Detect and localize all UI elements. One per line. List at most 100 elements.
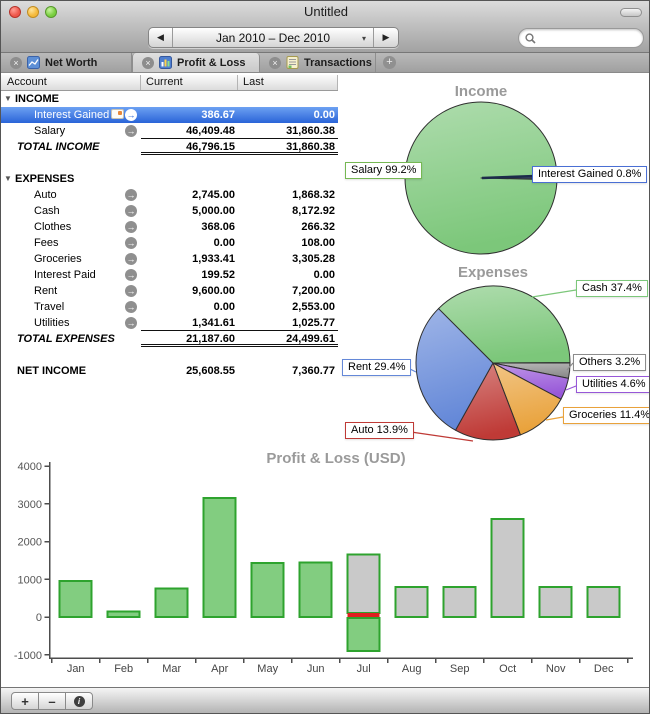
last-value: 2,553.00 xyxy=(292,301,335,313)
titlebar: Untitled xyxy=(1,1,649,23)
account-row[interactable]: Utilities → 1,341.61 1,025.77 xyxy=(1,315,338,331)
toolbar: ◀ Jan 2010 – Dec 2010 ▾ ▶ xyxy=(1,23,649,53)
tab-profit-loss[interactable]: × Profit & Loss xyxy=(132,53,260,72)
zoom-window-button[interactable] xyxy=(45,6,57,18)
account-row[interactable]: Interest Paid → 199.52 0.00 xyxy=(1,267,338,283)
pie-label-interest-gained: Interest Gained 0.8% xyxy=(532,166,648,183)
disclosure-triangle-icon[interactable]: ▼ xyxy=(4,94,12,103)
account-row[interactable]: Clothes → 368.06 266.32 xyxy=(1,219,338,235)
close-tab-icon[interactable]: × xyxy=(142,56,154,69)
last-value: 8,172.92 xyxy=(292,205,335,217)
account-row[interactable]: Fees → 0.00 108.00 xyxy=(1,235,338,251)
info-icon: i xyxy=(73,695,85,707)
account-row[interactable]: Interest Gained → 386.67 0.00 xyxy=(1,107,338,123)
tab-label: Net Worth xyxy=(45,56,98,69)
tab-label: Profit & Loss xyxy=(177,56,246,69)
date-range-selector[interactable]: Jan 2010 – Dec 2010 ▾ xyxy=(173,28,373,47)
svg-text:Feb: Feb xyxy=(114,663,133,675)
current-value: 2,745.00 xyxy=(192,189,235,201)
svg-text:Apr: Apr xyxy=(211,663,228,675)
chevron-down-icon: ▾ xyxy=(361,34,366,43)
last-value xyxy=(238,171,338,187)
drilldown-arrow-button[interactable]: → xyxy=(125,237,137,249)
prev-period-button[interactable]: ◀ xyxy=(149,28,173,47)
pie-label-cash: Cash 37.4% xyxy=(576,280,648,297)
account-badge-icon xyxy=(111,109,125,120)
account-label: INCOME xyxy=(15,93,59,105)
date-range-label: Jan 2010 – Dec 2010 xyxy=(215,30,331,45)
info-button[interactable]: i xyxy=(65,692,93,710)
disclosure-triangle-icon[interactable]: ▼ xyxy=(4,174,12,183)
search-icon xyxy=(525,32,536,44)
current-value: 9,600.00 xyxy=(192,285,235,297)
close-tab-icon[interactable]: × xyxy=(269,56,281,69)
account-label: Groceries xyxy=(34,253,82,265)
svg-text:-1000: -1000 xyxy=(14,650,42,662)
svg-text:Nov: Nov xyxy=(546,663,566,675)
next-period-button[interactable]: ▶ xyxy=(373,28,398,47)
minimize-window-button[interactable] xyxy=(27,6,39,18)
toolbar-toggle-button[interactable] xyxy=(620,8,642,17)
drilldown-arrow-button[interactable]: → xyxy=(125,109,137,121)
account-label: TOTAL INCOME xyxy=(17,141,100,153)
account-label: Interest Gained xyxy=(34,109,110,121)
account-row[interactable]: Rent → 9,600.00 7,200.00 xyxy=(1,283,338,299)
svg-text:4000: 4000 xyxy=(18,461,42,473)
last-value: 266.32 xyxy=(301,221,335,233)
svg-text:2000: 2000 xyxy=(18,537,42,549)
line-chart-icon xyxy=(27,56,40,69)
drilldown-arrow-button[interactable]: → xyxy=(125,221,137,233)
income-pie-title: Income xyxy=(454,83,508,100)
table-spacer xyxy=(1,347,338,363)
account-label: Cash xyxy=(34,205,60,217)
bottom-toolbar: + – i xyxy=(1,687,649,713)
drilldown-arrow-button[interactable]: → xyxy=(125,253,137,265)
last-value: 24,499.61 xyxy=(238,331,338,347)
traffic-lights xyxy=(9,6,57,18)
drilldown-arrow-button[interactable]: → xyxy=(125,269,137,281)
total-row: TOTAL EXPENSES 21,187.60 24,499.61 xyxy=(1,331,338,347)
drilldown-arrow-button[interactable]: → xyxy=(125,125,137,137)
account-label: Interest Paid xyxy=(34,269,96,281)
column-header-current[interactable]: Current xyxy=(141,75,238,90)
window-title: Untitled xyxy=(303,4,349,19)
column-header-last[interactable]: Last xyxy=(238,75,338,90)
svg-text:3000: 3000 xyxy=(18,499,42,511)
close-tab-icon[interactable]: × xyxy=(10,56,22,69)
account-row[interactable]: Travel → 0.00 2,553.00 xyxy=(1,299,338,315)
drilldown-arrow-button[interactable]: → xyxy=(125,205,137,217)
pie-label-rent: Rent 29.4% xyxy=(342,359,412,376)
account-label: NET INCOME xyxy=(17,365,87,377)
drilldown-arrow-button[interactable]: → xyxy=(125,285,137,297)
account-row[interactable]: Groceries → 1,933.41 3,305.28 xyxy=(1,251,338,267)
pie-label-utilities: Utilities 4.6% xyxy=(576,376,649,393)
svg-text:Jan: Jan xyxy=(67,663,85,675)
add-tab-button[interactable]: + xyxy=(376,53,396,72)
last-value: 31,860.38 xyxy=(238,139,338,155)
close-window-button[interactable] xyxy=(9,6,21,18)
svg-text:Aug: Aug xyxy=(402,663,422,675)
net-income-row: NET INCOME 25,608.55 7,360.77 xyxy=(1,363,338,379)
column-header-account[interactable]: Account xyxy=(1,75,141,90)
drilldown-arrow-button[interactable]: → xyxy=(125,317,137,329)
tab-net-worth[interactable]: × Net Worth xyxy=(1,53,132,72)
account-row[interactable]: Auto → 2,745.00 1,868.32 xyxy=(1,187,338,203)
last-value: 31,860.38 xyxy=(238,123,338,139)
drilldown-arrow-button[interactable]: → xyxy=(125,301,137,313)
pie-label-salary: Salary 99.2% xyxy=(345,162,423,179)
tab-transactions[interactable]: × Transactions xyxy=(260,53,376,72)
account-row[interactable]: Cash → 5,000.00 8,172.92 xyxy=(1,203,338,219)
account-row[interactable]: Salary → 46,409.48 31,860.38 xyxy=(1,123,338,139)
group-row-income[interactable]: ▼ INCOME xyxy=(1,91,338,107)
search-input[interactable] xyxy=(536,29,643,47)
account-label: Salary xyxy=(34,125,66,137)
drilldown-arrow-button[interactable]: → xyxy=(125,189,137,201)
group-row-expenses[interactable]: ▼ EXPENSES xyxy=(1,171,338,187)
last-value: 0.00 xyxy=(313,269,335,281)
account-label: Travel xyxy=(34,301,65,313)
add-button[interactable]: + xyxy=(11,692,39,710)
remove-button[interactable]: – xyxy=(38,692,66,710)
search-field[interactable] xyxy=(518,28,644,48)
svg-text:Oct: Oct xyxy=(499,663,516,675)
